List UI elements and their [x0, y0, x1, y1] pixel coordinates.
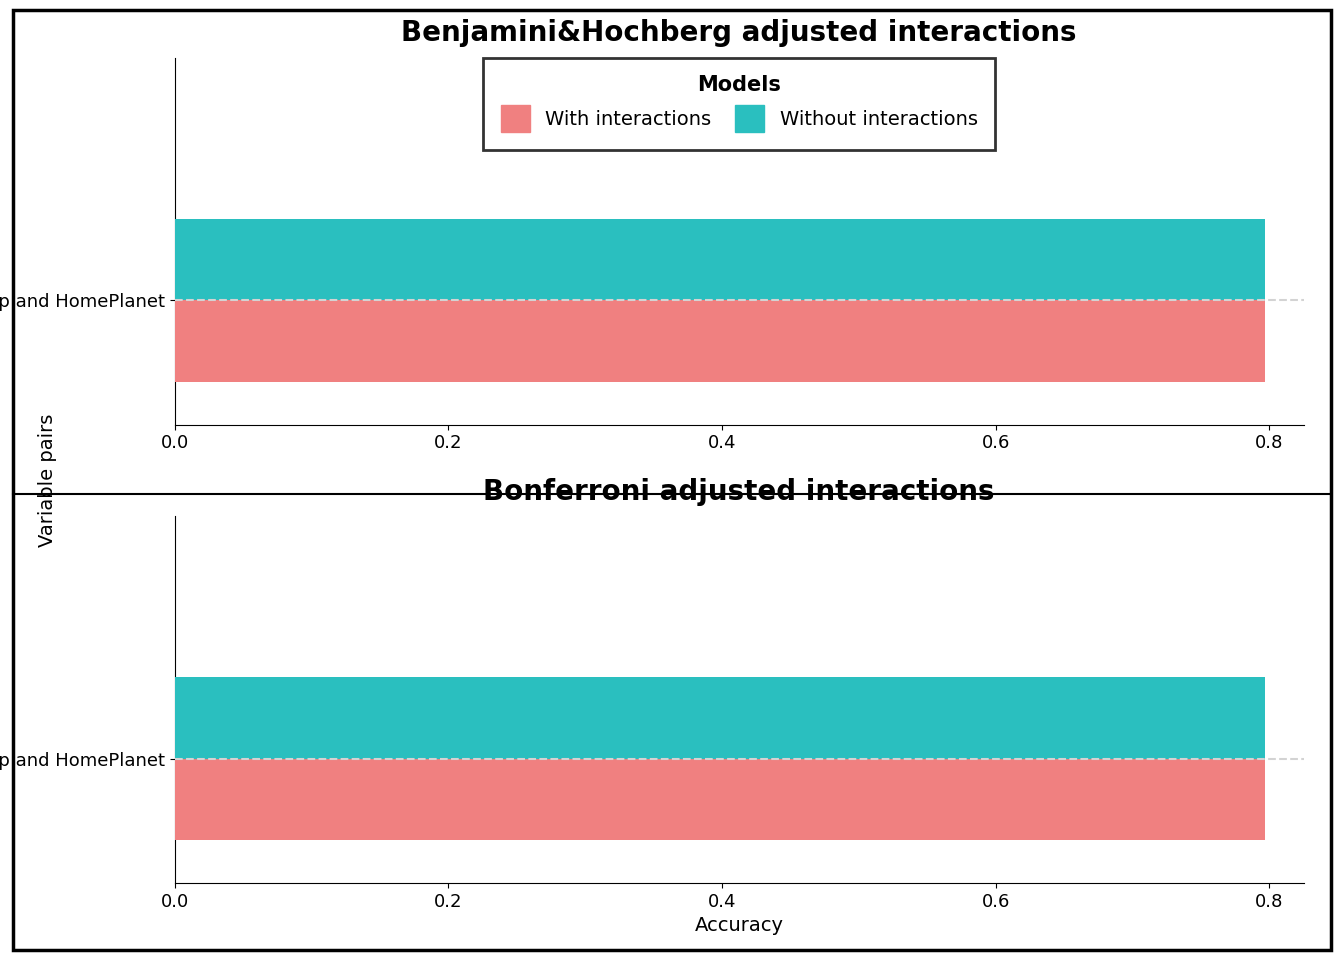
Legend: With interactions, Without interactions: With interactions, Without interactions	[484, 58, 995, 150]
Title: Bonferroni adjusted interactions: Bonferroni adjusted interactions	[484, 478, 995, 506]
Title: Benjamini&Hochberg adjusted interactions: Benjamini&Hochberg adjusted interactions	[402, 19, 1077, 47]
Bar	[175, 219, 1265, 300]
X-axis label: Accuracy: Accuracy	[695, 917, 784, 935]
Bar	[175, 677, 1265, 758]
Bar	[175, 300, 1265, 382]
Text: Variable pairs: Variable pairs	[38, 414, 56, 546]
Bar	[175, 758, 1265, 840]
